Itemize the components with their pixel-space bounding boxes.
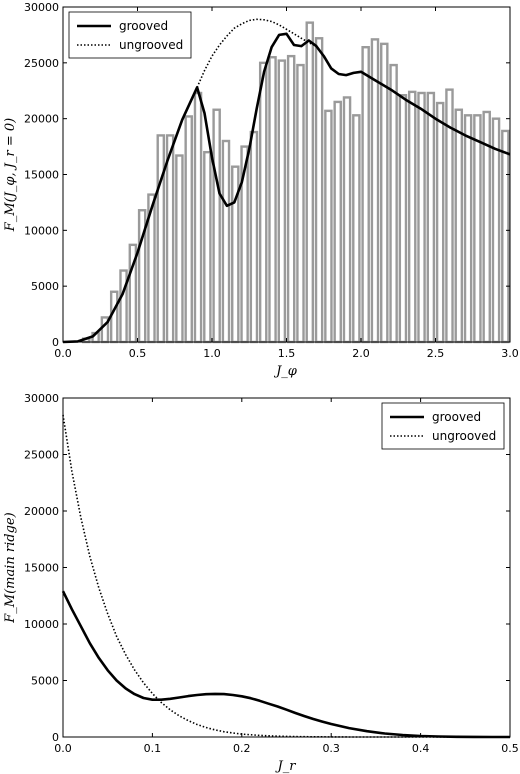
histogram-bar	[380, 42, 389, 344]
histogram-bar	[119, 269, 128, 344]
x-tick-label: 0.1	[144, 742, 162, 755]
histogram-bar	[286, 54, 296, 344]
y-tick-label: 0	[52, 336, 59, 349]
histogram-bar	[333, 100, 342, 344]
histogram-bar	[491, 117, 501, 344]
x-tick-label: 1.5	[278, 347, 296, 360]
y-tick-label: 10000	[24, 224, 59, 237]
series-line-grooved	[62, 32, 511, 344]
y-tick-label: 0	[52, 731, 59, 744]
histogram-bar	[221, 139, 231, 344]
histogram-bar	[156, 134, 166, 344]
histogram-bar	[463, 114, 473, 344]
legend-label-grooved: grooved	[432, 410, 481, 424]
legend-box	[381, 402, 505, 450]
y-tick-label: 25000	[24, 449, 59, 462]
x-tick-label: 0.4	[412, 742, 430, 755]
legend-box	[68, 11, 192, 59]
histogram-bar	[389, 63, 398, 344]
y-tick-label: 15000	[24, 169, 59, 182]
x-axis-label: J_r	[275, 759, 297, 774]
x-tick-label: 0.5	[129, 347, 147, 360]
histogram-bar	[426, 91, 436, 344]
legend: grooved ungrooved	[68, 11, 192, 59]
x-tick-label: 0.0	[54, 742, 72, 755]
histogram-bar	[268, 56, 277, 344]
y-tick-label: 15000	[24, 562, 59, 575]
series-line-grooved	[61, 590, 510, 739]
x-tick-label: 1.0	[203, 347, 221, 360]
histogram-bar	[249, 130, 259, 344]
histogram-bar	[193, 91, 203, 344]
histogram-bar	[203, 150, 212, 344]
x-tick-label: 0.0	[54, 347, 72, 360]
histogram-bar	[417, 91, 426, 344]
x-tick-label: 0.3	[322, 742, 340, 755]
x-tick-label: 0.2	[233, 742, 251, 755]
legend-label-ungrooved: ungrooved	[119, 38, 183, 52]
histogram-bar	[324, 109, 333, 344]
y-axis-label: F_M(J_φ, J_r = 0)	[3, 118, 18, 232]
histogram-bar	[109, 290, 119, 344]
histogram-bar	[175, 154, 184, 344]
y-tick-label: 10000	[24, 618, 59, 631]
histogram-bar	[184, 115, 193, 344]
y-tick-label: 5000	[31, 280, 59, 293]
y-tick-label: 5000	[31, 675, 59, 688]
top-panel: 0.0 0.5 1.0 1.5 2.0 2.5 3.0 0 5000 10000 15000 2000…	[3, 1, 519, 379]
histogram-bar	[361, 46, 370, 344]
series-line-ungrooved	[196, 18, 317, 88]
y-tick-label: 20000	[24, 113, 59, 126]
y-tick-label: 30000	[24, 1, 59, 14]
histogram-bar	[407, 90, 417, 344]
histogram-bar	[258, 61, 268, 344]
y-tick-label: 20000	[24, 505, 59, 518]
histogram-bar	[277, 59, 287, 344]
bottom-panel: 0.0 0.1 0.2 0.3 0.4 0.5 0 5000 10000 15000 20000 25…	[3, 392, 519, 774]
x-tick-label: 2.5	[427, 347, 445, 360]
legend: grooved ungrooved	[381, 402, 505, 450]
series-line-ungrooved	[62, 414, 510, 738]
histogram-bar	[454, 108, 464, 344]
histogram-bar	[212, 108, 221, 344]
y-tick-label: 25000	[24, 57, 59, 70]
legend-label-ungrooved: ungrooved	[432, 429, 496, 443]
histogram-bar	[398, 94, 408, 344]
histogram-bar	[165, 134, 175, 344]
x-tick-label: 0.5	[501, 742, 519, 755]
histogram-bar	[314, 37, 324, 344]
legend-label-grooved: grooved	[119, 19, 168, 33]
histogram-bar	[342, 96, 352, 344]
y-axis-label: F_M(main ridge)	[3, 512, 18, 623]
histogram-bar	[370, 38, 380, 344]
histogram-bar	[352, 114, 361, 344]
x-axis-label: J_φ	[273, 364, 298, 379]
histogram-bar	[473, 114, 482, 344]
histogram-bar	[305, 21, 315, 344]
histogram-bar	[435, 101, 445, 344]
x-tick-label: 2.0	[352, 347, 370, 360]
x-tick-label: 3.0	[501, 347, 519, 360]
histogram-bar	[296, 63, 305, 344]
y-tick-label: 30000	[24, 392, 59, 405]
histogram-bar	[501, 129, 510, 344]
